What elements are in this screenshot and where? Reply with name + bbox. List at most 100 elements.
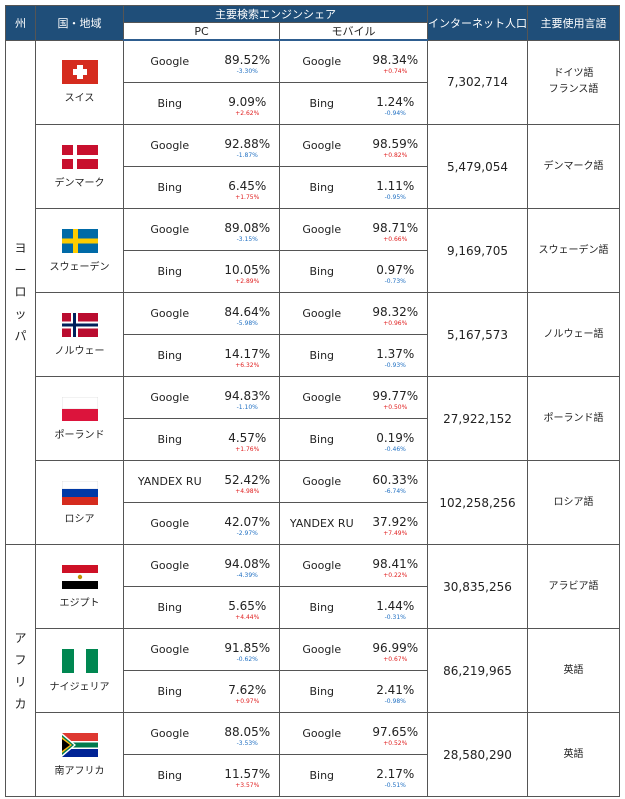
pc-share-cell: 94.83% -1.10% bbox=[215, 376, 280, 419]
mobile-delta: +0.82% bbox=[383, 151, 408, 159]
mobile-share: 37.92% bbox=[372, 514, 419, 529]
internet-population-cell: 28,580,290 bbox=[427, 712, 528, 797]
country-name: デンマーク bbox=[54, 177, 105, 189]
mobile-engine-cell: Google bbox=[279, 39, 364, 83]
region-char: ロ bbox=[14, 285, 27, 300]
pc-share-cell: 6.45% +1.75% bbox=[215, 166, 280, 209]
pc-engine-cell: YANDEX RU bbox=[123, 460, 216, 503]
mobile-share: 98.41% bbox=[372, 556, 419, 571]
mobile-delta: -0.95% bbox=[384, 193, 406, 201]
mobile-share: 98.71% bbox=[372, 220, 419, 235]
pc-share: 88.05% bbox=[224, 724, 271, 739]
pc-engine-cell: Bing bbox=[123, 418, 216, 461]
pc-share: 10.05% bbox=[224, 262, 271, 277]
mobile-engine-cell: Bing bbox=[279, 250, 364, 293]
language-item: 英語 bbox=[563, 748, 584, 760]
nigeria-flag bbox=[61, 648, 98, 673]
table-row: ポーランド Google 94.83% -1.10% Google 99.77% +0.50… bbox=[6, 376, 620, 461]
mobile-engine-cell: Google bbox=[279, 124, 364, 167]
pc-share-cell: 42.07% -2.97% bbox=[215, 502, 280, 545]
pc-share: 89.52% bbox=[224, 52, 271, 67]
language-item: フランス語 bbox=[548, 84, 599, 96]
pc-share: 6.45% bbox=[228, 178, 267, 193]
mobile-delta: -0.51% bbox=[384, 781, 406, 789]
mobile-share: 1.24% bbox=[376, 94, 415, 109]
pc-share-cell: 92.88% -1.87% bbox=[215, 124, 280, 167]
pc-engine-cell: Google bbox=[123, 39, 216, 83]
pc-share-cell: 52.42% +4.98% bbox=[215, 460, 280, 503]
mobile-share: 2.17% bbox=[376, 766, 415, 781]
mobile-share: 97.65% bbox=[372, 724, 419, 739]
table-body: ヨーロッパスイス Google 89.52% -3.30% Google 98.34% +0… bbox=[5, 39, 620, 797]
mobile-share-cell: 98.59% +0.82% bbox=[363, 124, 428, 167]
mobile-engine-cell: Bing bbox=[279, 166, 364, 209]
mobile-delta: +0.22% bbox=[383, 571, 408, 579]
table-row: Bing 6.45% +1.75% Bing 1.11% -0.95% bbox=[6, 166, 620, 209]
country-name: スイス bbox=[64, 93, 95, 105]
mobile-share: 1.37% bbox=[376, 346, 415, 361]
table-row: Bing 9.09% +2.62% Bing 1.24% -0.94% bbox=[6, 82, 620, 125]
region-char: ー bbox=[14, 263, 27, 278]
language-cell: ロシア語 bbox=[527, 460, 620, 545]
pc-delta: -4.39% bbox=[236, 571, 258, 579]
pc-share-cell: 88.05% -3.53% bbox=[215, 712, 280, 755]
country-cell: デンマーク bbox=[35, 124, 124, 209]
mobile-delta: -0.93% bbox=[384, 361, 406, 369]
pc-delta: -1.87% bbox=[236, 151, 258, 159]
pc-delta: -2.97% bbox=[236, 529, 258, 537]
region-cell: ヨーロッパ bbox=[5, 39, 36, 545]
internet-population-cell: 5,167,573 bbox=[427, 292, 528, 377]
egypt-flag bbox=[61, 564, 98, 589]
region-char: リ bbox=[14, 674, 27, 689]
table-row: Bing 10.05% +2.89% Bing 0.97% -0.73% bbox=[6, 250, 620, 293]
pc-share: 4.57% bbox=[228, 430, 267, 445]
pc-share-cell: 89.52% -3.30% bbox=[215, 39, 280, 83]
pc-engine-cell: Bing bbox=[123, 670, 216, 713]
mobile-share: 98.34% bbox=[372, 52, 419, 67]
mobile-share-cell: 1.24% -0.94% bbox=[363, 82, 428, 125]
mobile-engine-cell: Google bbox=[279, 628, 364, 671]
mobile-engine-cell: Google bbox=[279, 376, 364, 419]
mobile-delta: +7.49% bbox=[383, 529, 408, 537]
pc-engine-cell: Bing bbox=[123, 82, 216, 125]
country-name: ノルウェー bbox=[54, 345, 105, 357]
mobile-share-cell: 98.34% +0.74% bbox=[363, 39, 428, 83]
mobile-engine-cell: Bing bbox=[279, 754, 364, 797]
mobile-share: 0.19% bbox=[376, 430, 415, 445]
norway-flag bbox=[61, 312, 98, 337]
mobile-share-cell: 96.99% +0.67% bbox=[363, 628, 428, 671]
pc-engine-cell: Bing bbox=[123, 334, 216, 377]
pc-delta: -1.10% bbox=[236, 403, 258, 411]
region-header: 州 bbox=[5, 5, 36, 41]
language-cell: アラビア語 bbox=[527, 544, 620, 629]
table-row: デンマーク Google 92.88% -1.87% Google 98.59% +0.82… bbox=[6, 124, 620, 209]
country-name: エジプト bbox=[59, 597, 100, 609]
table-row: 南アフリカ Google 88.05% -3.53% Google 97.65% +0.52… bbox=[6, 712, 620, 797]
pc-engine-cell: Bing bbox=[123, 586, 216, 629]
mobile-engine-cell: Bing bbox=[279, 418, 364, 461]
pc-delta: +6.32% bbox=[235, 361, 260, 369]
search-share-header: 主要検索エンジンシェア bbox=[123, 5, 428, 23]
table-row: Bing 7.62% +0.97% Bing 2.41% -0.98% bbox=[6, 670, 620, 713]
internet-population-cell: 102,258,256 bbox=[427, 460, 528, 545]
country-name: ロシア bbox=[64, 513, 95, 525]
language-item: ノルウェー語 bbox=[543, 328, 604, 340]
pc-share-cell: 4.57% +1.76% bbox=[215, 418, 280, 461]
pc-share-cell: 84.64% -5.98% bbox=[215, 292, 280, 335]
language-item: スウェーデン語 bbox=[538, 244, 609, 256]
mobile-share: 0.97% bbox=[376, 262, 415, 277]
mobile-delta: +0.74% bbox=[383, 67, 408, 75]
language-item: ポーランド語 bbox=[543, 412, 604, 424]
pc-engine-cell: Bing bbox=[123, 754, 216, 797]
pc-delta: -5.98% bbox=[236, 319, 258, 327]
language-cell: デンマーク語 bbox=[527, 124, 620, 209]
pc-share-cell: 7.62% +0.97% bbox=[215, 670, 280, 713]
mobile-share: 98.32% bbox=[372, 304, 419, 319]
mobile-engine-cell: Google bbox=[279, 712, 364, 755]
mobile-engine-cell: Google bbox=[279, 292, 364, 335]
mobile-engine-cell: YANDEX RU bbox=[279, 502, 364, 545]
internet-population-cell: 5,479,054 bbox=[427, 124, 528, 209]
region-char: ア bbox=[14, 630, 27, 645]
mobile-share: 99.77% bbox=[372, 388, 419, 403]
language-item: ドイツ語 bbox=[553, 68, 594, 80]
